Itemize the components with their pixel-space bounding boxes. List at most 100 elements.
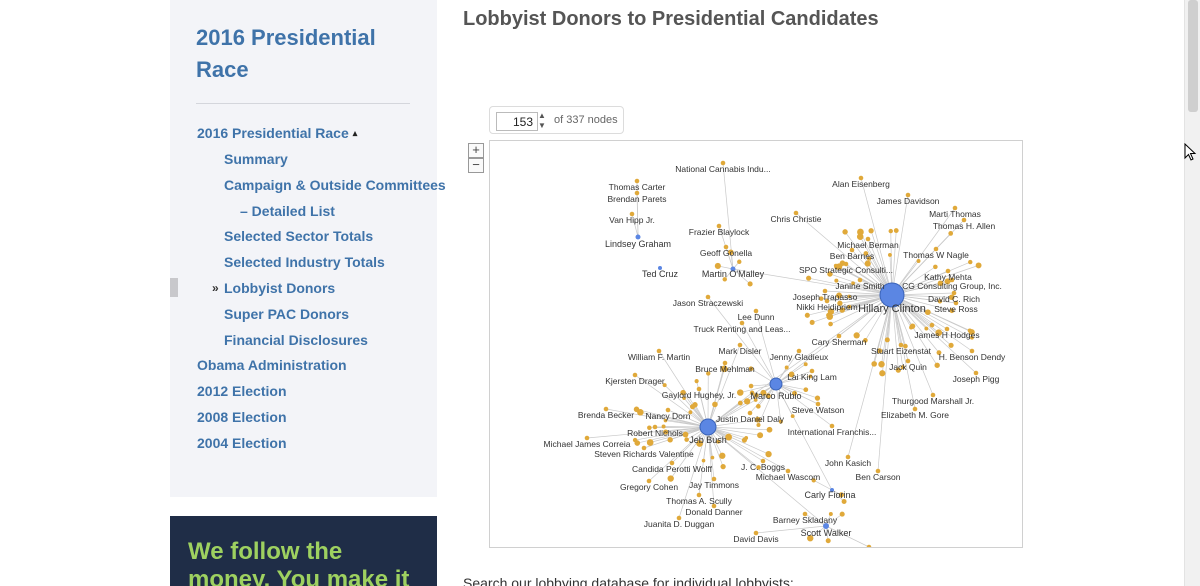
donor-node[interactable] [756,465,761,470]
donor-node[interactable] [756,404,761,409]
candidate-node[interactable] [730,266,736,272]
donor-node[interactable] [843,261,849,267]
node-count-input[interactable] [496,112,538,131]
donor-node[interactable] [802,511,808,517]
donor-node[interactable] [858,175,864,181]
donor-node[interactable] [793,210,799,216]
donor-node[interactable] [667,437,673,443]
donor-node[interactable] [815,401,821,407]
zoom-out-button[interactable]: − [468,158,484,173]
donor-node[interactable] [937,299,943,304]
donor-node[interactable] [629,211,635,217]
donor-node[interactable] [719,452,726,459]
donor-node[interactable] [936,350,942,356]
donor-node[interactable] [811,478,816,483]
donor-node[interactable] [887,252,892,257]
donor-node[interactable] [809,319,815,325]
donor-node[interactable] [825,538,831,544]
donor-node[interactable] [903,343,908,349]
donor-node[interactable] [646,478,652,484]
donor-node[interactable] [753,530,759,536]
donor-node[interactable] [721,365,728,373]
donor-node[interactable] [857,277,863,283]
candidate-node[interactable] [699,418,717,436]
donor-node[interactable] [973,370,979,376]
donor-node[interactable] [828,321,833,327]
nav-selected-industry-totals[interactable]: Selected Industry Totals [224,254,385,270]
candidate-node[interactable] [658,266,662,270]
donor-node[interactable] [722,277,727,282]
donor-node[interactable] [935,329,943,337]
donor-node[interactable] [725,433,733,441]
donor-node[interactable] [722,360,728,366]
donor-node[interactable] [970,335,974,340]
donor-node[interactable] [680,389,686,396]
donor-node[interactable] [930,392,936,398]
donor-node[interactable] [684,437,689,442]
nav-2012-election[interactable]: 2012 Election [197,383,287,399]
donor-node[interactable] [849,247,855,253]
donor-node[interactable] [688,410,693,415]
donor-node[interactable] [754,416,761,423]
donor-node[interactable] [792,390,797,396]
donor-node[interactable] [747,410,753,416]
donor-node[interactable] [656,348,662,354]
donor-node[interactable] [856,233,864,240]
donor-node[interactable] [808,374,813,379]
donor-node[interactable] [924,309,931,316]
donor-node[interactable] [841,499,847,504]
nav-2004-election[interactable]: 2004 Election [197,435,287,451]
donor-node[interactable] [845,454,851,460]
donor-node[interactable] [760,389,767,396]
donor-node[interactable] [857,228,864,236]
donor-node[interactable] [836,292,843,299]
donor-node[interactable] [934,362,940,368]
candidate-node[interactable] [823,523,829,529]
donor-node[interactable] [842,229,848,235]
donor-node[interactable] [949,277,955,283]
donor-node[interactable] [933,264,938,270]
donor-node[interactable] [905,358,911,364]
donor-node[interactable] [877,348,883,354]
donor-node[interactable] [847,294,851,299]
donor-node[interactable] [662,383,667,388]
nav-selected-sector-totals[interactable]: Selected Sector Totals [224,228,374,244]
candidate-node[interactable] [879,282,905,308]
donor-node[interactable] [975,262,982,269]
donor-node[interactable] [760,458,766,464]
donor-node[interactable] [696,386,702,392]
donor-node[interactable] [806,275,812,281]
donor-node[interactable] [778,419,783,424]
donor-node[interactable] [948,294,955,301]
donor-node[interactable] [739,320,745,326]
donor-node[interactable] [905,192,911,198]
nav-super-pac-donors[interactable]: Super PAC Donors [224,306,349,322]
donor-node[interactable] [692,402,698,408]
donor-node[interactable] [716,223,722,229]
donor-node[interactable] [961,217,967,223]
donor-node[interactable] [667,475,674,482]
candidate-node[interactable] [769,377,783,391]
donor-node[interactable] [701,458,706,463]
donor-node[interactable] [912,406,918,412]
donor-node[interactable] [706,371,711,376]
donor-node[interactable] [753,393,759,398]
donor-node[interactable] [632,437,638,443]
donor-node[interactable] [909,323,916,329]
donor-node[interactable] [748,366,754,372]
donor-node[interactable] [728,249,734,256]
donor-node[interactable] [949,308,955,314]
nav-2016-presidential-race[interactable]: 2016 Presidential Race ▴ [197,124,357,142]
donor-node[interactable] [694,379,699,384]
donor-node[interactable] [839,307,845,313]
donor-node[interactable] [834,278,839,283]
donor-node[interactable] [871,361,877,367]
donor-node[interactable] [945,268,951,274]
donor-node[interactable] [737,389,744,396]
donor-node[interactable] [711,476,717,482]
donor-node[interactable] [743,398,751,405]
donor-node[interactable] [847,304,852,309]
donor-node[interactable] [765,450,772,458]
donor-node[interactable] [634,190,640,196]
donor-node[interactable] [898,342,904,348]
